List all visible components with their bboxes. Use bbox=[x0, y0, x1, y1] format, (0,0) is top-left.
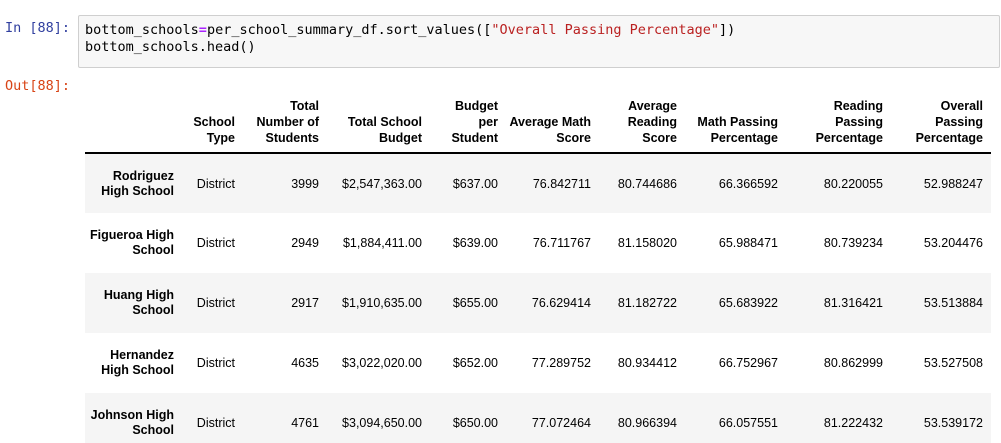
table-cell: $637.00 bbox=[452, 176, 498, 191]
table-cell: 4761 bbox=[291, 416, 319, 430]
table-cell: 2917 bbox=[291, 296, 319, 310]
row-index-label: Hernandez High School bbox=[101, 348, 174, 377]
table-cell: $655.00 bbox=[452, 296, 498, 310]
code-input-cell[interactable]: bottom_schools=per_school_summary_df.sor… bbox=[78, 15, 1000, 68]
code-close: ]) bbox=[719, 22, 736, 38]
table-cell: 76.842711 bbox=[532, 176, 591, 191]
column-header: Average Math Score bbox=[506, 92, 599, 154]
table-cell: 81.222432 bbox=[823, 416, 883, 430]
table-row: Johnson High School District 4761 $3,094… bbox=[85, 393, 991, 443]
column-header: Math Passing Percentage bbox=[685, 92, 786, 154]
input-prompt: In [88]: bbox=[5, 20, 71, 36]
table-cell: 53.527508 bbox=[923, 356, 983, 370]
code-variable: bottom_schools bbox=[85, 22, 199, 38]
table-cell: District bbox=[196, 296, 235, 310]
table-cell: 80.862999 bbox=[823, 356, 883, 370]
code-call: per_school_summary_df.sort_values([ bbox=[206, 22, 492, 38]
table-cell: 76.711767 bbox=[532, 236, 591, 250]
table-cell: 52.988247 bbox=[923, 176, 983, 191]
table-cell: 3999 bbox=[291, 176, 319, 191]
table-cell: 53.539172 bbox=[923, 416, 983, 430]
header-row: School Type Total Number of Students Tot… bbox=[85, 92, 991, 154]
table-row: Figueroa High School District 2949 $1,88… bbox=[85, 213, 991, 273]
table-cell: 81.182722 bbox=[617, 296, 677, 310]
code-editor[interactable]: bottom_schools=per_school_summary_df.sor… bbox=[85, 22, 735, 56]
row-index-label: Johnson High School bbox=[90, 408, 174, 437]
table-cell: 66.366592 bbox=[718, 176, 778, 191]
row-index-label: Huang High School bbox=[103, 288, 174, 317]
column-header: Budget per Student bbox=[430, 92, 506, 154]
table-cell: District bbox=[196, 416, 235, 430]
row-index-label: Figueroa High School bbox=[89, 228, 174, 257]
table-cell: 80.220055 bbox=[823, 176, 883, 191]
table-cell: 80.966394 bbox=[617, 416, 677, 430]
table-cell: 81.316421 bbox=[823, 296, 883, 310]
table-cell: $639.00 bbox=[452, 236, 498, 250]
output-prompt: Out[88]: bbox=[5, 78, 71, 94]
table-cell: 80.744686 bbox=[617, 176, 677, 191]
table-cell: 76.629414 bbox=[531, 296, 591, 310]
table-cell: $3,022,020.00 bbox=[342, 356, 422, 370]
table-cell: 81.158020 bbox=[617, 236, 677, 250]
table-cell: 77.289752 bbox=[531, 356, 591, 370]
table-cell: 2949 bbox=[291, 236, 319, 250]
table-cell: 53.513884 bbox=[923, 296, 983, 310]
table-cell: 66.752967 bbox=[718, 356, 778, 370]
table-cell: 80.739234 bbox=[823, 236, 883, 250]
column-header: School Type bbox=[182, 92, 243, 154]
column-header: Average Reading Score bbox=[599, 92, 685, 154]
table-cell: $650.00 bbox=[452, 416, 498, 430]
row-index-label: Rodriguez High School bbox=[101, 168, 174, 198]
index-header bbox=[85, 92, 182, 154]
table-cell: 77.072464 bbox=[531, 416, 591, 430]
column-header: Reading Passing Percentage bbox=[786, 92, 891, 154]
dataframe-table: School Type Total Number of Students Tot… bbox=[85, 92, 991, 443]
table-cell: District bbox=[196, 356, 235, 370]
table-cell: $2,547,363.00 bbox=[342, 176, 422, 191]
table-cell: 65.683922 bbox=[718, 296, 778, 310]
table-cell: 53.204476 bbox=[923, 236, 983, 250]
table-cell: $1,910,635.00 bbox=[342, 296, 422, 310]
table-cell: 66.057551 bbox=[718, 416, 778, 430]
column-header: Overall Passing Percentage bbox=[891, 92, 991, 154]
table-cell: $1,884,411.00 bbox=[342, 236, 422, 250]
table-row: Rodriguez High School District 3999 $2,5… bbox=[85, 153, 991, 213]
table-row: Hernandez High School District 4635 $3,0… bbox=[85, 333, 991, 393]
table-cell: $3,094,650.00 bbox=[342, 416, 422, 430]
column-header: Total Number of Students bbox=[243, 92, 327, 154]
table-cell: 65.988471 bbox=[718, 236, 778, 250]
code-line-2: bottom_schools.head() bbox=[85, 39, 256, 55]
code-operator: = bbox=[198, 22, 207, 38]
table-cell: $652.00 bbox=[452, 356, 498, 370]
table-cell: District bbox=[196, 176, 235, 191]
code-string: "Overall Passing Percentage" bbox=[491, 22, 719, 38]
table-cell: 4635 bbox=[291, 356, 319, 370]
column-header: Total School Budget bbox=[327, 92, 430, 154]
table-row: Huang High School District 2917 $1,910,6… bbox=[85, 273, 991, 333]
table-cell: District bbox=[196, 236, 235, 250]
table-cell: 80.934412 bbox=[617, 356, 677, 370]
